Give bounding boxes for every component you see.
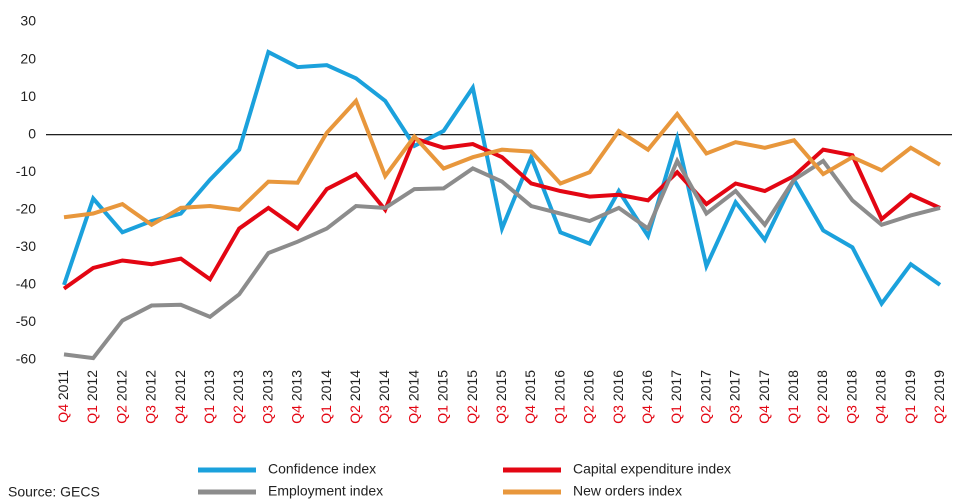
source-note: Source: GECS: [8, 484, 100, 500]
x-tick-label: Q1 2014: [318, 370, 334, 424]
x-tick-label: Q4 2018: [872, 370, 888, 424]
x-tick-label: Q1 2015: [434, 370, 450, 424]
x-tick-label: Q3 2016: [610, 370, 626, 424]
x-tick-label: Q4 2011: [55, 370, 71, 423]
y-tick-label: -30: [16, 238, 36, 254]
x-tick-label: Q3 2013: [259, 370, 275, 424]
x-tick-label: Q3 2014: [376, 370, 392, 424]
x-tick-label: Q1 2012: [84, 370, 100, 424]
x-tick-label: Q4 2016: [639, 370, 655, 424]
y-tick-label: -10: [16, 163, 36, 179]
series-line: [63, 156, 941, 361]
x-tick-label: Q2 2012: [113, 370, 129, 424]
x-tick-label: Q2 2016: [580, 370, 596, 424]
x-tick-label: Q3 2012: [142, 370, 158, 424]
x-tick-label: Q3 2015: [493, 370, 509, 424]
x-tick-label: Q3 2018: [843, 370, 859, 424]
x-tick-label: Q2 2017: [697, 370, 713, 424]
series-line: [62, 135, 941, 291]
x-tick-label: Q2 2015: [464, 370, 480, 424]
x-tick-label: Q4 2014: [405, 370, 421, 424]
series-line: [63, 97, 942, 228]
x-tick-label: Q4 2012: [172, 370, 188, 424]
x-tick-label: Q3 2017: [726, 370, 742, 424]
x-tick-label: Q1 2018: [785, 370, 801, 424]
x-tick-label: Q1 2019: [902, 370, 918, 424]
x-tick-label: Q1 2016: [551, 370, 567, 424]
y-tick-label: -20: [16, 200, 36, 216]
y-tick-label: 0: [28, 125, 36, 141]
x-tick-label: Q4 2015: [522, 370, 538, 424]
legend-label: New orders index: [573, 483, 682, 499]
y-tick-label: -60: [16, 351, 36, 367]
x-tick-label: Q4 2017: [756, 370, 772, 424]
x-tick-label: Q2 2018: [814, 370, 830, 424]
legend-label: Capital expenditure index: [573, 461, 731, 477]
y-tick-label: 20: [20, 50, 36, 66]
y-tick-label: 30: [20, 13, 36, 29]
legend-label: Confidence index: [268, 461, 376, 477]
legend-label: Employment index: [268, 483, 383, 499]
y-tick-label: 10: [20, 88, 36, 104]
series-line: [62, 49, 942, 308]
x-tick-label: Q1 2017: [668, 370, 684, 424]
x-tick-label: Q2 2013: [230, 370, 246, 424]
x-tick-label: Q2 2019: [931, 370, 947, 424]
x-tick-label: Q1 2013: [201, 370, 217, 424]
x-tick-label: Q2 2014: [347, 370, 363, 424]
y-tick-label: -40: [16, 276, 36, 292]
x-tick-label: Q4 2013: [288, 370, 304, 424]
y-tick-label: -50: [16, 313, 36, 329]
